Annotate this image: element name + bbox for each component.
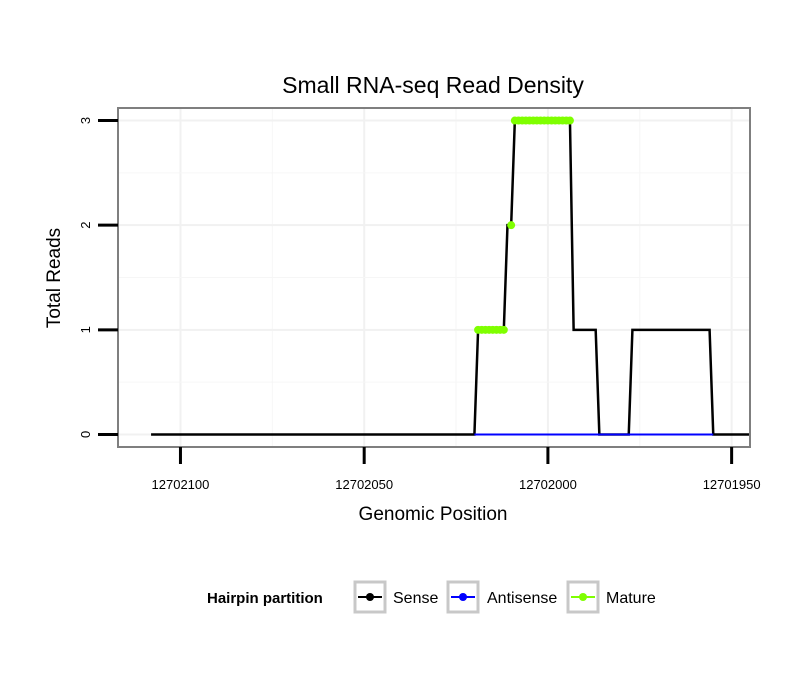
x-tick-label: 12702000 bbox=[519, 477, 577, 492]
legend-label-antisense: Antisense bbox=[487, 590, 557, 607]
y-axis-title: Total Reads bbox=[44, 228, 65, 328]
y-tick-label: 0 bbox=[78, 431, 93, 438]
mature-point bbox=[507, 221, 516, 230]
legend-point-antisense bbox=[459, 593, 467, 601]
plot-frame bbox=[117, 107, 751, 448]
x-tick-label: 12702050 bbox=[335, 477, 393, 492]
x-tick-label: 12702100 bbox=[152, 477, 210, 492]
legend-label-mature: Mature bbox=[606, 590, 656, 607]
series-layer bbox=[151, 116, 750, 436]
legend-label-sense: Sense bbox=[393, 590, 438, 607]
legend-point-sense bbox=[366, 593, 374, 601]
legend-point-mature bbox=[579, 593, 587, 601]
legend-item-mature: Mature bbox=[566, 580, 656, 614]
panel-border bbox=[117, 107, 751, 448]
y-tick-label: 2 bbox=[78, 222, 93, 229]
mature-point bbox=[499, 325, 508, 334]
mature-point bbox=[565, 116, 574, 125]
x-tick-label: 12701950 bbox=[703, 477, 761, 492]
y-tick-label: 1 bbox=[78, 326, 93, 333]
y-tick-label: 3 bbox=[78, 117, 93, 124]
legend-item-sense: Sense bbox=[353, 580, 438, 614]
legend-item-antisense: Antisense bbox=[446, 580, 557, 614]
axes: 12702100 12702050 12702000 12701950 0 1 2 3 bbox=[78, 117, 761, 492]
x-axis-title: Genomic Position bbox=[359, 504, 508, 525]
legend: Hairpin partition Sense Antisense Mature bbox=[207, 580, 656, 614]
legend-title: Hairpin partition bbox=[207, 590, 323, 607]
chart-title: Small RNA-seq Read Density bbox=[282, 72, 584, 98]
